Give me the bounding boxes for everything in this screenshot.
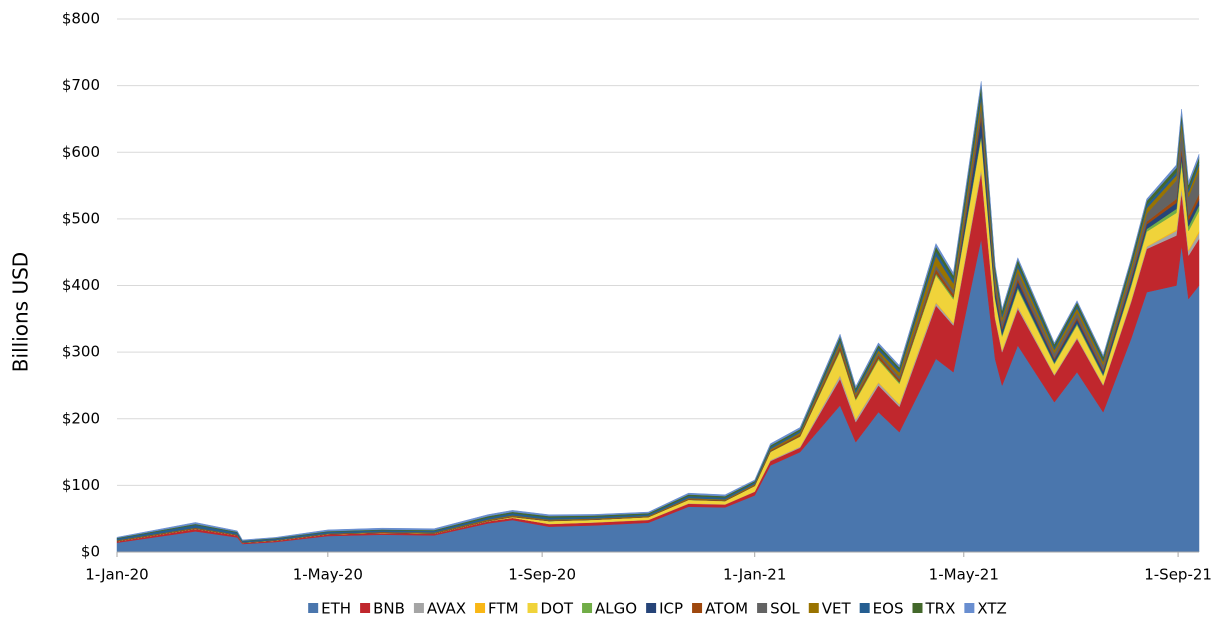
legend-swatch <box>413 603 424 613</box>
legend-swatch <box>475 603 486 613</box>
y-tick-label: $400 <box>62 276 100 294</box>
legend-label: XTZ <box>977 600 1006 618</box>
x-tick-label: 1-May-20 <box>293 566 363 584</box>
legend-label: AVAX <box>427 600 466 618</box>
legend-swatch <box>360 603 371 613</box>
legend-swatch <box>859 603 870 613</box>
x-tick-label: 1-Jan-20 <box>85 566 148 584</box>
area <box>116 81 1200 541</box>
legend-label: ATOM <box>705 600 748 618</box>
legend-label: ETH <box>321 600 351 618</box>
y-tick-label: $100 <box>62 476 100 494</box>
x-tick-label: 1-Jan-21 <box>723 566 786 584</box>
legend-label: VET <box>822 600 852 618</box>
legend-label: BNB <box>373 600 405 618</box>
legend-label: FTM <box>488 600 518 618</box>
legend-label: ALGO <box>595 600 637 618</box>
y-tick-label: $200 <box>62 409 100 427</box>
legend-label: EOS <box>873 600 904 618</box>
legend-swatch <box>646 603 657 613</box>
legend-label: ICP <box>659 600 683 618</box>
legend-swatch <box>808 603 819 613</box>
legend-swatch <box>912 603 923 613</box>
x-tick-label: 1-Sep-20 <box>508 566 576 584</box>
legend-label: SOL <box>770 600 800 618</box>
x-tick-label: 1-Sep-21 <box>1144 566 1212 584</box>
legend-swatch <box>582 603 593 613</box>
x-tick-label: 1-May-21 <box>929 566 999 584</box>
legend-swatch <box>964 603 975 613</box>
y-axis-label: Billions USD <box>9 252 33 372</box>
legend-swatch <box>692 603 703 613</box>
y-tick-label: $800 <box>62 10 100 28</box>
y-tick-label: $0 <box>81 543 100 561</box>
y-tick-label: $500 <box>62 209 100 227</box>
y-tick-label: $700 <box>62 76 100 94</box>
legend-swatch <box>308 603 319 613</box>
legend-swatch <box>757 603 768 613</box>
y-tick-label: $600 <box>62 143 100 161</box>
legend-swatch <box>527 603 538 613</box>
y-tick-label: $300 <box>62 343 100 361</box>
legend-label: TRX <box>924 600 955 618</box>
legend-label: DOT <box>541 600 574 618</box>
